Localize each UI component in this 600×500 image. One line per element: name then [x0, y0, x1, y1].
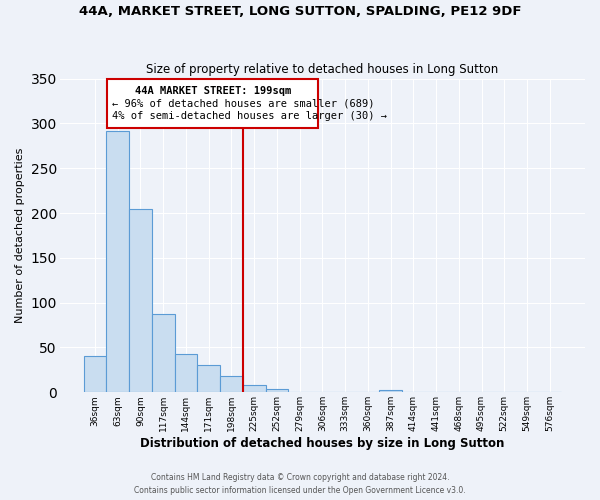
Y-axis label: Number of detached properties: Number of detached properties [15, 148, 25, 323]
Text: 4% of semi-detached houses are larger (30) →: 4% of semi-detached houses are larger (3… [112, 111, 387, 121]
Bar [220, 376, 243, 392]
FancyBboxPatch shape [107, 78, 318, 128]
Bar [197, 366, 220, 392]
Title: Size of property relative to detached houses in Long Sutton: Size of property relative to detached ho… [146, 63, 499, 76]
Bar [83, 356, 106, 393]
Bar [129, 210, 152, 392]
Text: ← 96% of detached houses are smaller (689): ← 96% of detached houses are smaller (68… [112, 98, 374, 108]
X-axis label: Distribution of detached houses by size in Long Sutton: Distribution of detached houses by size … [140, 437, 505, 450]
Bar [266, 388, 288, 392]
Text: 44A MARKET STREET: 199sqm: 44A MARKET STREET: 199sqm [134, 86, 291, 96]
Bar [243, 385, 266, 392]
Bar [379, 390, 402, 392]
Bar [106, 132, 129, 392]
Text: 44A, MARKET STREET, LONG SUTTON, SPALDING, PE12 9DF: 44A, MARKET STREET, LONG SUTTON, SPALDIN… [79, 5, 521, 18]
Bar [175, 354, 197, 393]
Bar [152, 314, 175, 392]
Text: Contains HM Land Registry data © Crown copyright and database right 2024.
Contai: Contains HM Land Registry data © Crown c… [134, 474, 466, 495]
